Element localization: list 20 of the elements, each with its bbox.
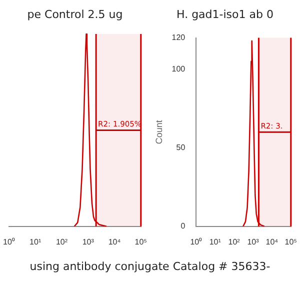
x-tick-label: 10¹ — [30, 237, 42, 246]
x-tick-label: 10² — [56, 237, 68, 246]
x-tick-label: 10¹ — [209, 237, 222, 246]
x-tick-label: 10⁰ — [190, 237, 202, 246]
text: using antibody conjugate Catalog # 35633- — [28, 260, 272, 273]
chart-title: H. gad1-iso1 ab 0 — [176, 7, 274, 23]
y-tick-label: 50 — [176, 143, 186, 152]
x-tick-label: 10³ — [247, 237, 260, 246]
x-tick-label: 10³ — [82, 237, 94, 246]
x-tick-label: 10⁴ — [266, 237, 279, 246]
x-tick-label: 10⁵ — [134, 237, 147, 246]
x-tick-label: 10⁴ — [108, 237, 122, 246]
x-tick-label: 10⁵ — [284, 237, 297, 246]
x-tick-label: 10² — [228, 237, 240, 246]
y-axis-title: Count — [154, 120, 164, 144]
x-tick-label: 10⁰ — [2, 237, 15, 246]
y-tick-label: 120 — [172, 33, 186, 42]
y-tick-label: 100 — [172, 64, 186, 74]
chart-title: pe Control 2.5 ug — [26, 7, 124, 23]
y-tick-label: 0 — [180, 222, 186, 231]
